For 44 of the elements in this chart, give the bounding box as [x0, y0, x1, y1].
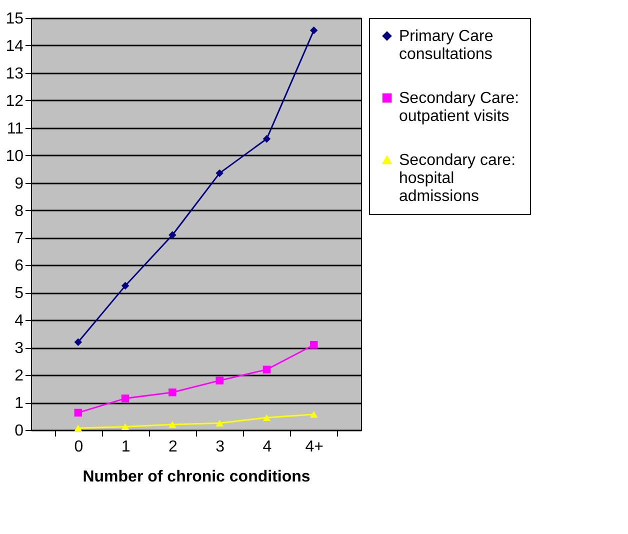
- point: [168, 388, 176, 396]
- y-tick-label: 0: [14, 422, 24, 440]
- point: [310, 340, 318, 349]
- point: [216, 169, 224, 178]
- point: [216, 420, 224, 426]
- y-tick-label: 15: [6, 10, 24, 28]
- x-tick-label: 1: [121, 438, 130, 456]
- x-tick-label: 2: [168, 438, 178, 456]
- point: [74, 408, 82, 417]
- x-tick-label: 3: [216, 438, 225, 456]
- point: [74, 424, 82, 432]
- point: [168, 421, 176, 428]
- legend-label: Primary Care consultations: [399, 28, 494, 63]
- y-tick-label: 12: [6, 92, 24, 110]
- point: [121, 394, 130, 402]
- x-tick-label: 4+: [305, 438, 324, 456]
- point: [216, 376, 224, 384]
- point: [310, 410, 318, 418]
- y-tick-label: 4: [14, 312, 24, 330]
- y-tick-label: 2: [14, 368, 24, 385]
- y-tick-label: 13: [6, 65, 24, 82]
- y-tick-label: 10: [6, 148, 24, 165]
- y-tick-label: 6: [14, 258, 24, 275]
- point: [310, 26, 318, 34]
- y-tick-label: 14: [6, 38, 24, 55]
- point: [121, 423, 130, 430]
- y-tick-label: 3: [14, 340, 24, 358]
- y-tick-label: 8: [14, 202, 24, 220]
- legend-label: Secondary care: hospital admissions: [399, 152, 516, 205]
- y-tick-label: 9: [14, 175, 24, 192]
- point: [121, 282, 130, 290]
- point: [168, 231, 176, 239]
- x-tick-label: 0: [74, 438, 84, 456]
- legend-label: Secondary Care: outpatient visits: [399, 90, 520, 125]
- point: [74, 338, 82, 346]
- point: [262, 414, 271, 421]
- point: [262, 134, 271, 143]
- x-tick-label: 4: [262, 438, 272, 456]
- y-tick-label: 1: [14, 395, 24, 412]
- y-tick-label: 11: [6, 120, 24, 138]
- y-tick-label: 7: [14, 230, 24, 248]
- point: [262, 366, 271, 374]
- y-tick-label: 5: [14, 285, 24, 302]
- x-axis-title: Number of chronic conditions: [82, 468, 310, 486]
